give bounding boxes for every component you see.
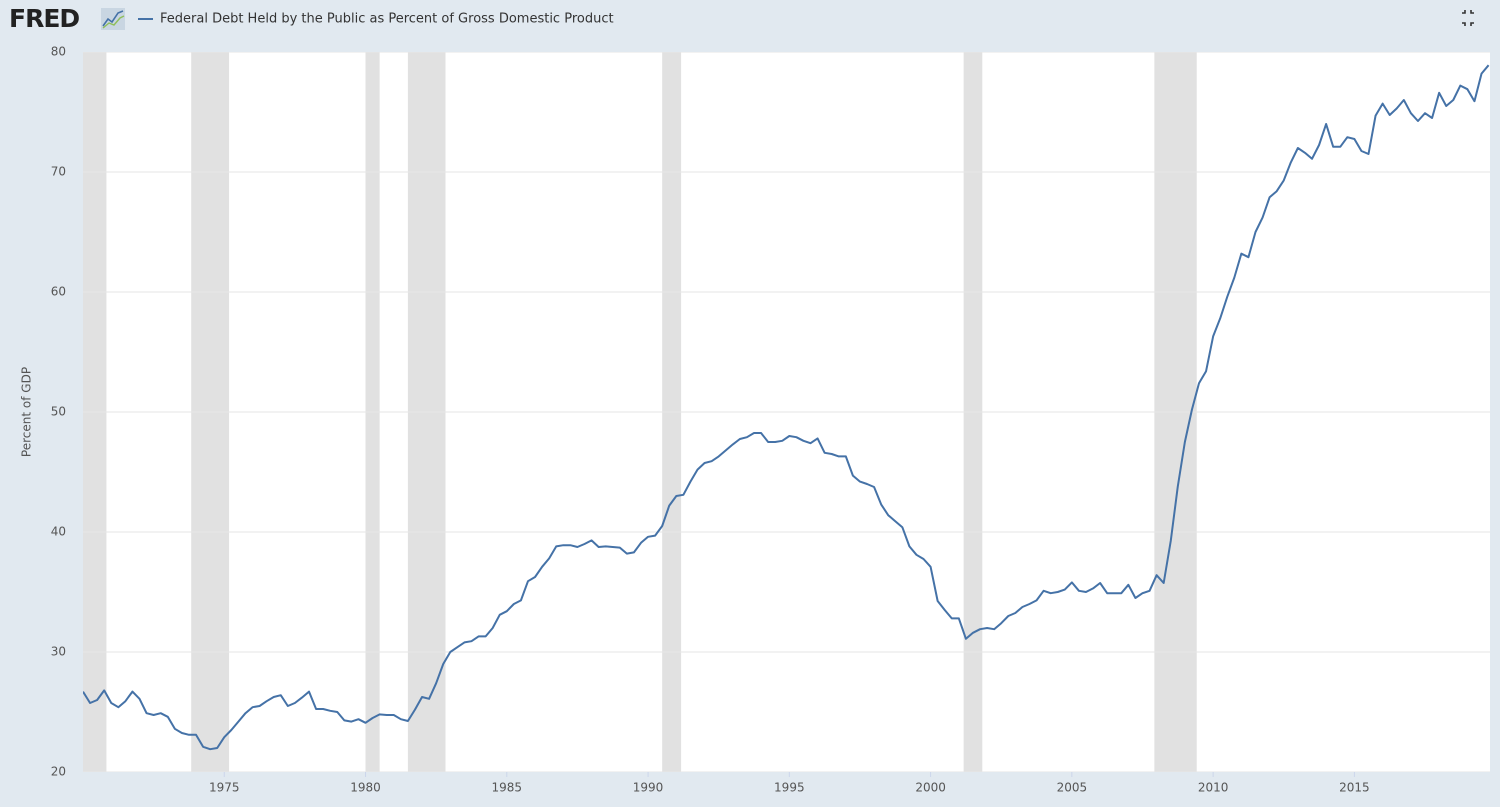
- x-tick-label: 1980: [350, 781, 381, 795]
- y-axis-label: Percent of GDP: [20, 367, 34, 457]
- x-tick-label: 2000: [915, 781, 946, 795]
- x-tick-label: 1995: [774, 781, 805, 795]
- x-tick-label: 1990: [633, 781, 664, 795]
- legend-label: Federal Debt Held by the Public as Perce…: [160, 12, 614, 27]
- x-tick-label: 2010: [1198, 781, 1229, 795]
- fullscreen-button[interactable]: [1462, 10, 1474, 26]
- x-tick-label: 1975: [209, 781, 240, 795]
- logo-icon: [101, 8, 125, 30]
- x-tick-label: 2005: [1057, 781, 1088, 795]
- y-tick-label: 50: [51, 405, 66, 419]
- data-line: [83, 64, 1490, 751]
- y-tick-label: 20: [51, 765, 66, 779]
- logo: FRED: [9, 4, 79, 33]
- y-tick-label: 80: [51, 45, 66, 59]
- x-tick-label: 2015: [1339, 781, 1370, 795]
- y-tick-label: 60: [51, 285, 66, 299]
- y-tick-label: 40: [51, 525, 66, 539]
- x-tick-label: 1985: [492, 781, 523, 795]
- y-tick-label: 70: [51, 165, 66, 179]
- y-tick-label: 30: [51, 645, 66, 659]
- plot-layer: [83, 52, 1490, 772]
